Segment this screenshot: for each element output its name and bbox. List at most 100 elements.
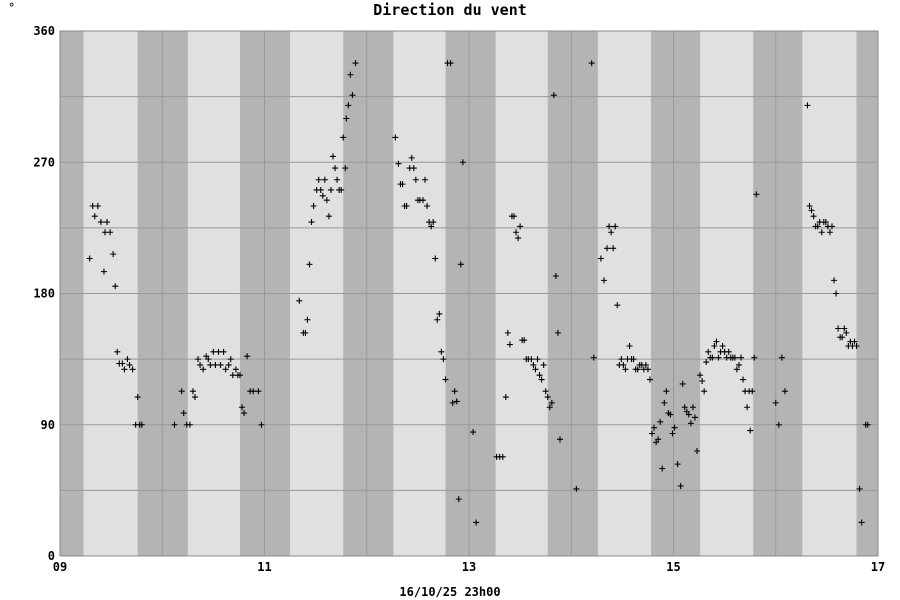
data-point (659, 465, 666, 472)
data-point (225, 361, 232, 368)
data-point (843, 329, 850, 336)
data-point (612, 223, 619, 230)
data-point (112, 283, 119, 290)
data-point (432, 255, 439, 262)
data-point (694, 448, 701, 454)
data-point (772, 399, 779, 406)
data-point (457, 261, 464, 268)
data-point (753, 191, 760, 198)
data-point (430, 219, 437, 226)
data-point (317, 186, 324, 193)
data-point (651, 424, 658, 431)
data-point (600, 277, 607, 284)
data-point (239, 404, 246, 411)
data-point (808, 207, 815, 214)
data-point (304, 316, 311, 323)
data-point (434, 316, 441, 323)
data-point (258, 421, 265, 428)
data-point (646, 376, 653, 383)
data-point (711, 343, 718, 349)
data-point (451, 388, 458, 395)
data-point (661, 399, 668, 406)
data-point (338, 186, 345, 193)
data-point (499, 453, 506, 460)
data-point (778, 354, 785, 361)
data-point (236, 372, 243, 379)
data-point (851, 338, 858, 345)
data-point (86, 255, 93, 262)
data-point (689, 404, 696, 411)
data-point (347, 71, 354, 78)
data-point (229, 372, 236, 379)
data-point (180, 410, 187, 417)
data-point (731, 354, 738, 361)
data-point (195, 356, 202, 363)
y-axis: 0 90 180 270 360 (33, 24, 55, 563)
data-point (856, 485, 863, 492)
data-point (853, 343, 860, 349)
data-point (323, 197, 330, 204)
data-point (186, 421, 193, 428)
data-point (220, 348, 227, 355)
data-point (590, 354, 597, 361)
x-tick-label: 11 (257, 560, 271, 574)
data-point (681, 404, 688, 411)
data-point (506, 341, 513, 348)
data-point (781, 388, 788, 395)
x-tick-label: 17 (871, 560, 885, 574)
data-point (747, 427, 754, 434)
data-point (210, 348, 217, 355)
data-point (121, 366, 128, 373)
data-point (622, 366, 629, 373)
data-point (502, 394, 509, 401)
data-point (831, 277, 838, 284)
data-point (215, 348, 222, 355)
data-point (597, 255, 604, 262)
data-point (89, 203, 96, 209)
data-point (532, 366, 539, 373)
data-point (104, 219, 111, 226)
data-point (864, 421, 871, 428)
data-point (197, 361, 204, 368)
data-point (440, 356, 447, 363)
data-point (536, 372, 543, 379)
data-point (349, 92, 356, 99)
data-point (470, 429, 477, 436)
data-point (473, 519, 480, 526)
data-point (241, 410, 248, 417)
data-point (334, 176, 341, 183)
data-point (330, 153, 337, 160)
data-point (515, 235, 522, 242)
data-point (701, 388, 708, 395)
plot-frame (59, 30, 879, 557)
data-point (667, 411, 674, 418)
data-point (124, 356, 131, 363)
chart-title: Direction du vent (373, 1, 527, 19)
data-point (557, 436, 564, 443)
data-point (517, 223, 524, 230)
data-point (744, 404, 751, 411)
data-point (552, 273, 559, 279)
data-point (618, 356, 625, 363)
data-point (178, 388, 185, 395)
data-point (521, 337, 528, 344)
data-point (687, 420, 694, 427)
data-point (634, 366, 641, 373)
data-point (438, 348, 445, 355)
data-point (319, 192, 326, 199)
data-point (608, 229, 615, 236)
data-point (538, 376, 545, 383)
data-point (818, 229, 825, 236)
data-point (713, 338, 720, 345)
data-point (392, 134, 399, 141)
data-point (749, 388, 756, 395)
data-point (212, 361, 219, 368)
data-point (310, 203, 317, 209)
data-point (835, 325, 842, 332)
data-point (554, 329, 561, 336)
data-point (806, 203, 813, 209)
data-point (548, 399, 555, 406)
data-point (697, 372, 704, 379)
data-point (677, 483, 684, 489)
data-point (101, 229, 108, 236)
